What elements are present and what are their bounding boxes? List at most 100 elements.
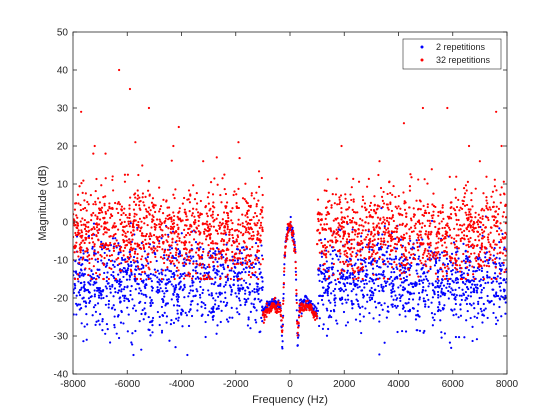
point-32-repetitions	[124, 234, 127, 238]
point-32-repetitions	[353, 270, 357, 273]
point-2-repetitions	[373, 300, 377, 303]
point-32-repetitions	[81, 191, 84, 195]
point-32-repetitions	[188, 275, 191, 278]
point-32-repetitions	[128, 213, 131, 217]
point-32-repetitions	[259, 241, 262, 244]
point-2-repetitions	[323, 275, 326, 278]
point-2-repetitions	[399, 299, 402, 303]
point-2-repetitions	[368, 311, 371, 315]
point-2-repetitions	[486, 281, 490, 284]
point-2-repetitions	[447, 289, 450, 293]
point-32-repetitions	[175, 251, 178, 254]
point-32-repetitions	[273, 296, 277, 299]
point-32-repetitions	[389, 191, 392, 195]
point-32-repetitions	[417, 249, 420, 252]
point-32-repetitions	[80, 229, 83, 232]
point-32-repetitions	[457, 218, 460, 222]
point-2-repetitions	[365, 269, 368, 272]
point-32-repetitions	[240, 277, 243, 280]
point-32-repetitions	[431, 216, 434, 220]
point-2-repetitions	[124, 269, 127, 272]
x-tick-label: 8000	[496, 379, 519, 390]
point-32-repetitions	[192, 207, 195, 210]
point-32-repetitions	[232, 193, 235, 197]
point-2-repetitions	[484, 307, 487, 310]
point-32-repetitions	[140, 234, 143, 237]
point-32-repetitions	[97, 239, 100, 242]
point-2-repetitions	[486, 270, 489, 274]
point-2-repetitions	[83, 290, 86, 293]
point-32-repetitions	[76, 277, 79, 281]
point-2-repetitions	[336, 255, 339, 258]
point-32-repetitions	[448, 175, 451, 178]
point-32-repetitions	[88, 258, 91, 261]
point-2-repetitions	[414, 318, 418, 321]
point-2-repetitions	[336, 322, 339, 325]
point-2-repetitions	[278, 301, 282, 304]
point-2-repetitions	[460, 298, 463, 302]
point-32-repetitions	[477, 235, 480, 238]
point-32-repetitions	[413, 213, 416, 216]
point-32-repetitions	[487, 233, 490, 236]
point-32-repetitions	[144, 195, 147, 198]
point-2-repetitions	[257, 292, 260, 295]
point-2-repetitions	[100, 297, 103, 300]
point-32-repetitions	[161, 235, 164, 238]
point-32-repetitions	[206, 196, 209, 199]
point-2-repetitions	[465, 254, 468, 258]
point-2-repetitions	[236, 279, 239, 282]
point-32-repetitions	[409, 217, 413, 220]
point-32-repetitions	[364, 209, 368, 212]
point-32-repetitions	[367, 222, 370, 225]
point-2-repetitions	[160, 237, 163, 240]
point-2-repetitions	[194, 269, 197, 272]
point-32-repetitions	[395, 230, 398, 234]
point-2-repetitions	[101, 290, 104, 293]
point-32-repetitions	[469, 208, 472, 211]
point-32-repetitions	[174, 247, 178, 250]
point-32-repetitions	[343, 262, 346, 265]
point-32-repetitions	[397, 205, 400, 208]
point-32-repetitions	[257, 219, 261, 222]
point-2-repetitions	[140, 267, 143, 270]
point-32-repetitions	[93, 227, 96, 231]
point-32-repetitions	[481, 237, 484, 240]
point-32-repetitions	[140, 247, 143, 251]
point-2-repetitions	[122, 275, 125, 279]
point-2-repetitions	[475, 291, 479, 294]
point-2-repetitions	[343, 283, 346, 286]
point-2-repetitions	[234, 292, 237, 295]
point-2-repetitions	[408, 298, 411, 301]
point-32-repetitions	[382, 202, 386, 205]
point-2-repetitions	[382, 285, 385, 288]
point-2-repetitions	[346, 277, 349, 280]
point-32-repetitions	[467, 240, 471, 243]
point-32-repetitions	[428, 256, 431, 259]
point-2-repetitions	[363, 282, 366, 286]
point-2-repetitions	[104, 265, 107, 268]
point-2-repetitions	[111, 283, 114, 287]
point-32-repetitions	[390, 235, 394, 238]
point-32-repetitions	[115, 245, 118, 248]
point-2-repetitions	[219, 263, 222, 266]
point-32-repetitions	[81, 234, 84, 237]
point-32-repetitions	[233, 190, 236, 193]
point-2-repetitions	[391, 287, 394, 290]
point-32-repetitions	[148, 193, 151, 196]
point-2-repetitions	[268, 300, 271, 303]
point-32-repetitions	[325, 213, 328, 216]
point-32-repetitions	[410, 261, 413, 264]
point-32-repetitions	[390, 209, 394, 213]
point-2-repetitions	[411, 298, 415, 301]
point-32-repetitions	[342, 233, 346, 236]
point-2-repetitions	[482, 276, 485, 279]
point-32-repetitions	[125, 244, 128, 247]
point-2-repetitions	[122, 288, 126, 291]
point-2-repetitions	[366, 300, 369, 303]
point-2-repetitions	[227, 320, 230, 323]
point-32-repetitions	[161, 248, 164, 251]
point-2-repetitions	[100, 240, 103, 243]
point-32-repetitions	[292, 231, 295, 235]
point-32-repetitions	[172, 219, 175, 222]
point-32-repetitions	[465, 189, 468, 192]
